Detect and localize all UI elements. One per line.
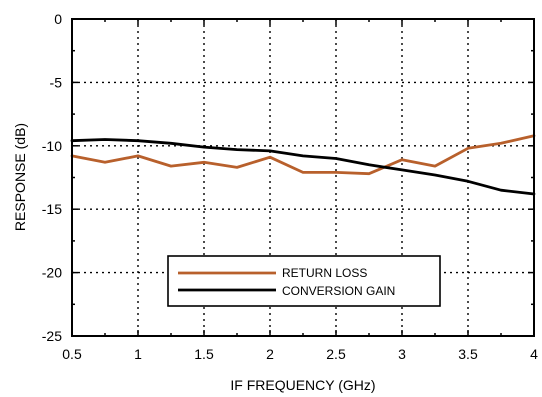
y-tick-label: 0: [54, 11, 62, 27]
legend-label-conversion-gain: CONVERSION GAIN: [282, 284, 395, 298]
x-tick-label: 0.5: [62, 346, 82, 362]
y-tick-label: -5: [50, 74, 63, 90]
y-axis-tick-labels: 0 -5 -10 -15 -20 -25: [42, 11, 62, 344]
legend-label-return-loss: RETURN LOSS: [282, 266, 367, 280]
x-tick-label: 3: [398, 346, 406, 362]
axis-ticks: [71, 18, 535, 337]
x-tick-label: 3.5: [458, 346, 478, 362]
x-axis-title: IF FREQUENCY (GHz): [230, 377, 375, 393]
x-tick-label: 1.5: [194, 346, 214, 362]
y-tick-label: -25: [42, 328, 62, 344]
x-axis-tick-labels: 0.5 1 1.5 2 2.5 3 3.5 4: [62, 346, 538, 362]
x-tick-label: 1: [134, 346, 142, 362]
series-line-return-loss: [70, 134, 536, 176]
x-tick-label: 2: [266, 346, 274, 362]
legend: RETURN LOSS CONVERSION GAIN: [167, 255, 441, 307]
y-tick-label: -20: [42, 265, 62, 281]
y-tick-label: -10: [42, 138, 62, 154]
y-axis-title: RESPONSE (dB): [12, 123, 28, 231]
series-line-conversion-gain: [70, 138, 536, 196]
series-lines: [70, 134, 536, 196]
legend-box: [167, 255, 441, 307]
x-tick-label: 4: [530, 346, 538, 362]
x-tick-label: 2.5: [326, 346, 346, 362]
y-tick-label: -15: [42, 201, 62, 217]
